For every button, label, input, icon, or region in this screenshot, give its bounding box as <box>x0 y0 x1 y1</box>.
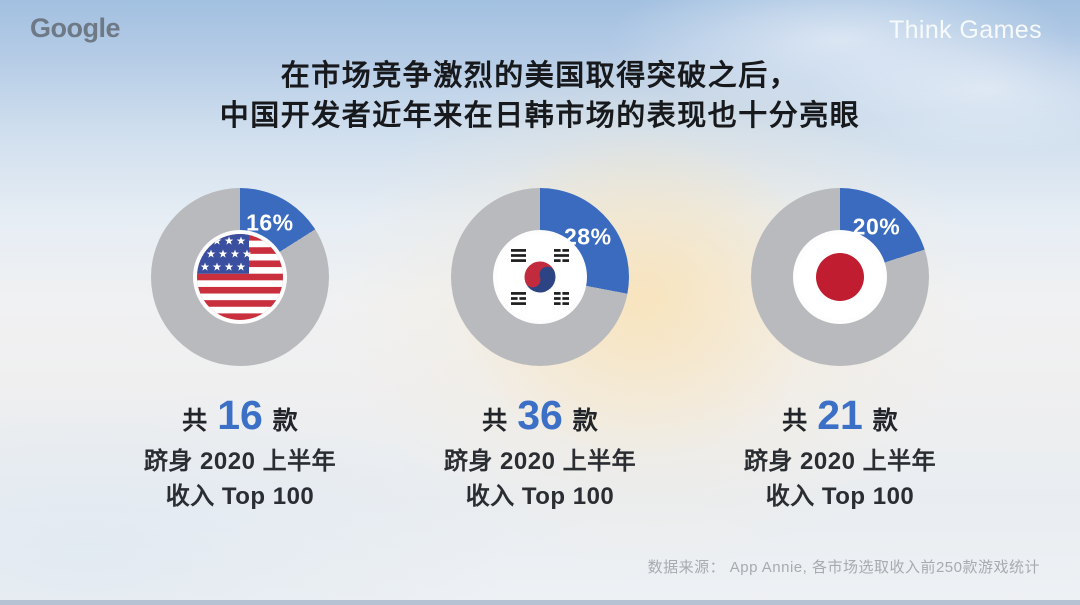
count-prefix: 共 <box>182 407 208 435</box>
think-games-label: Think Games <box>888 16 1042 44</box>
donut-chart-korea: 28% <box>451 188 629 366</box>
percent-label: 20% <box>852 213 901 240</box>
bottom-edge <box>0 600 1080 605</box>
chart-caption: 共 21 款 跻身 2020 上半年 收入 Top 100 <box>744 392 936 514</box>
charts-row: 16% 共 16 款 跻身 2020 上半年 收入 Top 100 <box>90 188 990 514</box>
google-logo: Google <box>30 13 121 43</box>
count-prefix: 共 <box>482 407 508 435</box>
caption-line-3: 收入 Top 100 <box>165 483 315 510</box>
chart-column-us: 16% 共 16 款 跻身 2020 上半年 收入 Top 100 <box>90 188 390 514</box>
caption-line-3: 收入 Top 100 <box>465 483 615 510</box>
percent-label: 28% <box>563 223 612 250</box>
chart-column-japan: 20% 共 21 款 跻身 2020 上半年 收入 Top 100 <box>690 188 990 514</box>
caption-count-line: 共 16 款 <box>144 392 336 444</box>
slide-title-line-1: 在市场竞争激烈的美国取得突破之后， <box>280 60 800 92</box>
count-value: 16 <box>217 392 263 438</box>
data-source: 数据来源： App Annie, 各市场选取收入前250款游戏统计 <box>647 559 1040 576</box>
japan-flag-icon <box>797 234 883 320</box>
count-prefix: 共 <box>782 407 808 435</box>
us-flag-icon <box>197 234 283 320</box>
donut-chart-us: 16% <box>151 188 329 366</box>
percent-label: 16% <box>246 209 294 236</box>
south-korea-flag-icon <box>497 234 583 320</box>
count-suffix: 款 <box>572 407 598 435</box>
caption-count-line: 共 36 款 <box>444 392 636 444</box>
chart-caption: 共 16 款 跻身 2020 上半年 收入 Top 100 <box>144 392 336 514</box>
caption-line-2: 跻身 2020 上半年 <box>143 448 337 475</box>
caption-line-2: 跻身 2020 上半年 <box>443 448 637 475</box>
count-value: 36 <box>517 392 563 438</box>
slide-title-line-2: 中国开发者近年来在日韩市场的表现也十分亮眼 <box>219 100 861 132</box>
caption-line-2: 跻身 2020 上半年 <box>743 448 937 475</box>
chart-caption: 共 36 款 跻身 2020 上半年 收入 Top 100 <box>444 392 636 514</box>
count-suffix: 款 <box>272 407 298 435</box>
count-value: 21 <box>817 392 863 438</box>
donut-chart-japan: 20% <box>751 188 929 366</box>
count-suffix: 款 <box>872 407 898 435</box>
caption-line-3: 收入 Top 100 <box>765 483 915 510</box>
chart-column-korea: 28% 共 36 款 跻身 2020 上半年 收入 Top 100 <box>390 188 690 514</box>
caption-count-line: 共 21 款 <box>744 392 936 444</box>
slide-title: 在市场竞争激烈的美国取得突破之后， 中国开发者近年来在日韩市场的表现也十分亮眼 <box>0 56 1080 136</box>
